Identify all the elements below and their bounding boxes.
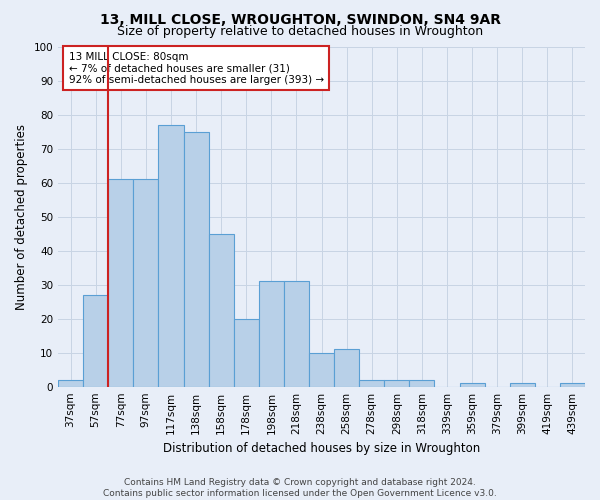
Y-axis label: Number of detached properties: Number of detached properties [15,124,28,310]
Text: Size of property relative to detached houses in Wroughton: Size of property relative to detached ho… [117,25,483,38]
Bar [284,281,309,386]
Bar [560,384,585,386]
Bar [233,318,259,386]
Text: Contains HM Land Registry data © Crown copyright and database right 2024.
Contai: Contains HM Land Registry data © Crown c… [103,478,497,498]
Bar [334,350,359,387]
Bar [384,380,409,386]
Bar [510,384,535,386]
Bar [184,132,209,386]
Bar [309,352,334,386]
Bar [83,295,108,386]
Bar [259,281,284,386]
Text: 13, MILL CLOSE, WROUGHTON, SWINDON, SN4 9AR: 13, MILL CLOSE, WROUGHTON, SWINDON, SN4 … [100,12,500,26]
Bar [58,380,83,386]
Text: 13 MILL CLOSE: 80sqm
← 7% of detached houses are smaller (31)
92% of semi-detach: 13 MILL CLOSE: 80sqm ← 7% of detached ho… [68,52,324,85]
Bar [460,384,485,386]
Bar [409,380,434,386]
Bar [158,124,184,386]
Bar [108,179,133,386]
X-axis label: Distribution of detached houses by size in Wroughton: Distribution of detached houses by size … [163,442,480,455]
Bar [209,234,233,386]
Bar [359,380,384,386]
Bar [133,179,158,386]
